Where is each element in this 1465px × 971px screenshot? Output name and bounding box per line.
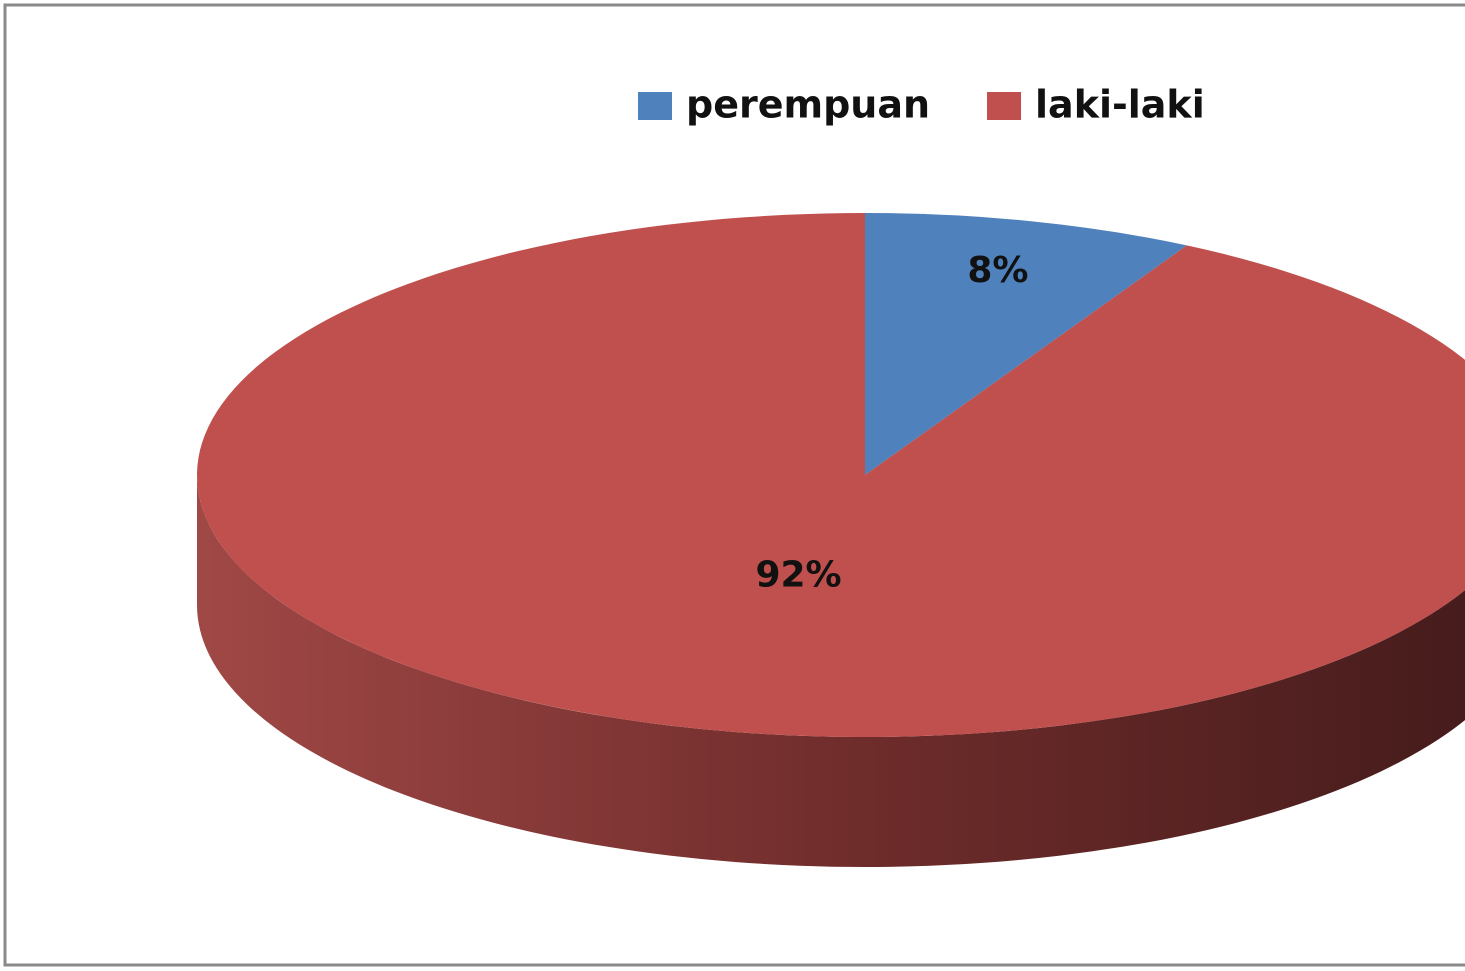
legend-label: laki-laki xyxy=(1035,83,1205,127)
slice-side xyxy=(197,475,1465,867)
legend-swatch xyxy=(638,92,672,120)
data-label: 8% xyxy=(967,250,1028,291)
data-label: 92% xyxy=(755,555,841,596)
legend-swatch xyxy=(987,92,1022,120)
pie-slice xyxy=(865,213,1187,475)
legend-label: perempuan xyxy=(686,83,930,127)
pie-slice xyxy=(196,213,1465,737)
